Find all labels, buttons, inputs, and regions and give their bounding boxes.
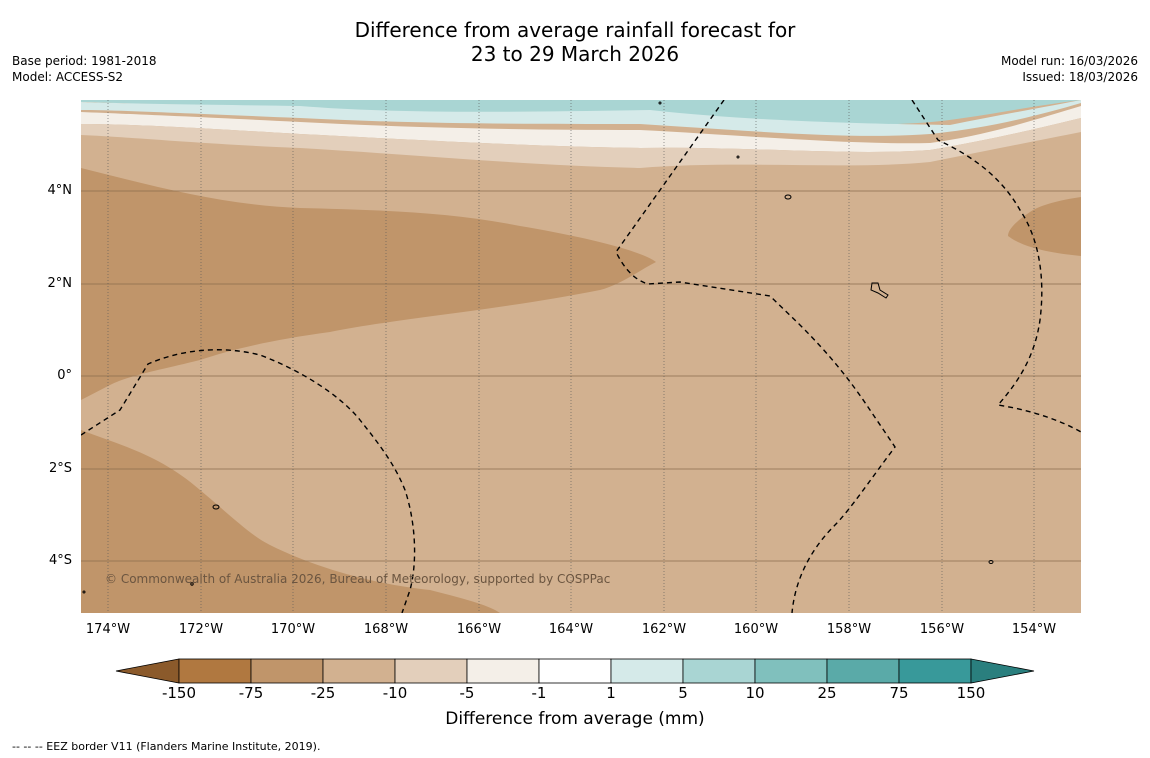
lon-label-160w: 160°W — [733, 622, 779, 637]
latitude-gridlines — [81, 190, 1081, 562]
lon-label-174w: 174°W — [85, 622, 131, 637]
rainfall-dry-zone-south — [81, 430, 500, 613]
eez-border-west — [81, 349, 416, 613]
colorbar-tick-1: -150 — [161, 684, 197, 702]
rainfall-base-field — [81, 100, 1081, 613]
title-line-2: 23 to 29 March 2026 — [470, 42, 680, 66]
lon-label-172w: 172°W — [178, 622, 224, 637]
colorbar-segment-1 — [178, 658, 252, 684]
eez-footnote: -- -- -- EEZ border V11 (Flanders Marine… — [12, 740, 321, 753]
issued-date: Issued: 18/03/2026 — [1022, 70, 1138, 84]
eez-border-east — [911, 100, 1081, 433]
lat-label-4s: 4°S — [48, 553, 72, 568]
island-1 — [784, 194, 792, 200]
rainfall-very-light-band — [81, 106, 1081, 152]
colorbar-segment-4 — [394, 658, 468, 684]
base-info: Base period: 1981-2018 Model: ACCESS-S2 — [12, 53, 157, 85]
lon-label-166w: 166°W — [456, 622, 502, 637]
island-7 — [190, 582, 194, 586]
colorbar-segment-10 — [826, 658, 900, 684]
eez-borders — [81, 100, 1081, 613]
colorbar-tick-11: 75 — [889, 684, 909, 702]
colorbar-tick-5: -5 — [459, 684, 475, 702]
colorbar-segment-11 — [898, 658, 972, 684]
map-title: Difference from average rainfall forecas… — [0, 18, 1150, 66]
colorbar-arrow-left — [115, 658, 180, 684]
island-3 — [212, 504, 220, 510]
rainfall-teal-band — [81, 100, 1081, 125]
map-area — [81, 100, 1081, 613]
rainfall-light-teal-band — [81, 100, 1081, 136]
colorbar-segment-3 — [322, 658, 396, 684]
colorbar-tick-9: 10 — [745, 684, 765, 702]
colorbar-segment-7 — [610, 658, 684, 684]
lat-label-2s: 2°S — [48, 461, 72, 476]
islands — [82, 101, 994, 594]
island-6 — [736, 155, 740, 159]
model-run: Model run: 16/03/2026 — [1000, 54, 1138, 68]
colorbar-segment-9 — [754, 658, 828, 684]
colorbar-segment-6 — [538, 658, 612, 684]
lat-label-4n: 4°N — [47, 183, 73, 198]
colorbar-tick-6: -1 — [531, 684, 547, 702]
colorbar-tick-12: 150 — [956, 684, 986, 702]
colorbar-tick-2: -75 — [238, 684, 264, 702]
colorbar-segment-8 — [682, 658, 756, 684]
lon-label-162w: 162°W — [641, 622, 687, 637]
lon-label-170w: 170°W — [270, 622, 316, 637]
lon-label-158w: 158°W — [826, 622, 872, 637]
rainfall-dry-zone-east — [1008, 197, 1081, 256]
island-5 — [658, 101, 662, 105]
island-4 — [988, 560, 994, 564]
title-line-1: Difference from average rainfall forecas… — [354, 18, 796, 42]
colorbar-tick-4: -10 — [382, 684, 408, 702]
copyright-notice: © Commonwealth of Australia 2026, Bureau… — [105, 572, 611, 586]
colorbar-tick-7: 1 — [606, 684, 616, 702]
lat-label-2n: 2°N — [47, 276, 73, 291]
colorbar-title: Difference from average (mm) — [445, 709, 705, 729]
colorbar-segment-5 — [466, 658, 540, 684]
colorbar-arrow-right — [970, 658, 1035, 684]
colorbar-segment-2 — [250, 658, 324, 684]
island-8 — [82, 590, 86, 594]
run-info: Model run: 16/03/2026 Issued: 18/03/2026 — [1001, 53, 1138, 85]
colorbar-tick-10: 25 — [817, 684, 837, 702]
model-name: Model: ACCESS-S2 — [12, 70, 124, 84]
base-period: Base period: 1981-2018 — [12, 54, 157, 68]
lon-label-156w: 156°W — [919, 622, 965, 637]
lon-label-168w: 168°W — [363, 622, 409, 637]
lon-label-154w: 154°W — [1011, 622, 1057, 637]
colorbar-tick-8: 5 — [678, 684, 688, 702]
colorbar — [115, 658, 1035, 684]
eez-border-central — [615, 100, 896, 613]
colorbar-tick-3: -25 — [310, 684, 336, 702]
rainfall-light-brown-band — [81, 118, 1081, 168]
island-2 — [870, 282, 889, 299]
lon-label-164w: 164°W — [548, 622, 594, 637]
lat-label-0: 0° — [57, 368, 72, 383]
